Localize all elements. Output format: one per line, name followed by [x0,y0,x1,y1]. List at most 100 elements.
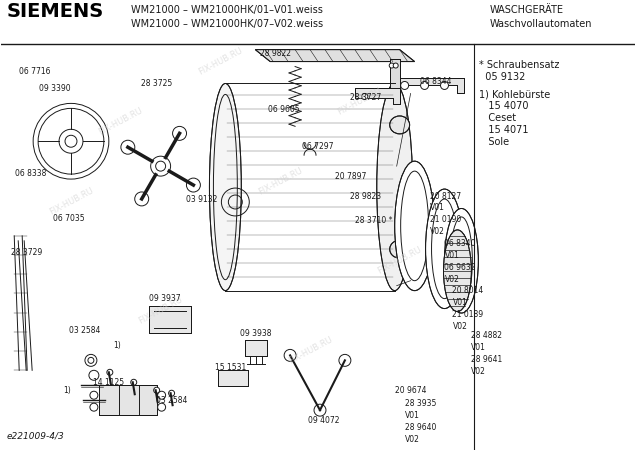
Text: FIX-HUB.RU: FIX-HUB.RU [197,46,244,77]
Text: 03 9132: 03 9132 [186,194,217,203]
Circle shape [154,387,160,393]
Ellipse shape [390,116,410,134]
Text: 09 3938: 09 3938 [240,329,272,338]
Ellipse shape [209,83,241,291]
Circle shape [158,403,165,411]
Circle shape [401,81,409,90]
Text: FIX-HUB.RU: FIX-HUB.RU [137,295,184,326]
Text: V02: V02 [429,227,445,236]
Text: FIX-HUB.RU: FIX-HUB.RU [256,166,304,197]
Text: 28 9822: 28 9822 [260,49,291,58]
Text: V01: V01 [471,343,487,352]
Text: 21 0190: 21 0190 [429,216,461,225]
Text: 06 7297: 06 7297 [302,142,333,151]
Text: 28 3725: 28 3725 [141,79,172,88]
Text: V01: V01 [404,411,420,420]
Text: 20 8127: 20 8127 [429,192,460,201]
Text: 28 3935: 28 3935 [404,399,436,408]
Text: V02: V02 [452,322,467,331]
Text: 15 4071: 15 4071 [480,125,529,135]
Circle shape [90,403,98,411]
Text: 09 3937: 09 3937 [149,294,180,303]
Circle shape [362,94,368,99]
Circle shape [186,178,200,192]
Text: FIX-HUB.RU: FIX-HUB.RU [97,106,144,137]
Text: Ceset: Ceset [480,113,516,123]
Text: 15 4070: 15 4070 [480,101,529,112]
Circle shape [131,379,137,385]
Text: 06 8340: 06 8340 [445,239,476,248]
Text: V01: V01 [445,251,459,260]
Text: 09 3390: 09 3390 [39,84,71,93]
Text: FIX-HUB.RU: FIX-HUB.RU [376,245,424,276]
Text: WM21000 – WM21000HK/07–V02.weiss: WM21000 – WM21000HK/07–V02.weiss [131,19,323,29]
Text: 06 7716: 06 7716 [19,67,51,76]
Text: FIX-HUB.RU: FIX-HUB.RU [286,335,334,366]
Ellipse shape [445,208,478,313]
Text: FIX-HUB.RU: FIX-HUB.RU [47,185,95,216]
Circle shape [420,81,429,90]
Polygon shape [99,385,156,415]
Circle shape [89,370,99,380]
Text: 03 2584: 03 2584 [69,326,100,335]
Polygon shape [355,89,399,104]
Text: 06 8344: 06 8344 [420,77,451,86]
Text: V02: V02 [404,435,420,444]
Text: V01: V01 [452,298,467,307]
Text: 15 1531: 15 1531 [216,363,247,372]
Text: 05 9132: 05 9132 [480,72,526,81]
Text: 28 9823: 28 9823 [350,192,381,201]
Ellipse shape [377,83,413,291]
Text: 28 4882: 28 4882 [471,331,502,340]
Circle shape [121,140,135,154]
Circle shape [135,192,149,206]
Text: 1) Kohlebürste: 1) Kohlebürste [480,90,551,99]
Circle shape [389,63,394,68]
Text: 1): 1) [63,386,71,395]
Circle shape [169,390,174,396]
Circle shape [393,63,398,68]
Circle shape [158,391,165,399]
Text: 28 3710 *: 28 3710 * [355,216,392,225]
Text: 20 9674: 20 9674 [395,386,426,395]
Text: 20 8014: 20 8014 [452,286,484,295]
Text: 28 9640: 28 9640 [404,423,436,432]
Text: 28 3729: 28 3729 [11,248,43,257]
Text: 21 0189: 21 0189 [452,310,483,319]
Text: V02: V02 [471,367,487,376]
Polygon shape [255,50,415,62]
Circle shape [441,81,448,90]
Text: WM21000 – WM21000HK/01–V01.weiss: WM21000 – WM21000HK/01–V01.weiss [131,5,322,15]
Polygon shape [390,78,464,94]
Circle shape [107,369,113,375]
Text: 14 1125: 14 1125 [93,378,124,387]
Text: 06 8338: 06 8338 [15,169,46,178]
Polygon shape [245,341,267,356]
Ellipse shape [395,161,434,291]
Text: e221009-4/3: e221009-4/3 [6,431,64,440]
Text: 1): 1) [113,341,121,350]
Ellipse shape [425,189,464,309]
Text: V02: V02 [445,275,459,284]
Text: WASCHGERÄTE: WASCHGERÄTE [489,5,563,15]
Circle shape [90,391,98,399]
Text: 06 7035: 06 7035 [53,215,85,224]
Polygon shape [390,58,399,89]
Text: 06 9632: 06 9632 [445,263,476,272]
Text: 28 9641: 28 9641 [471,355,502,364]
Polygon shape [218,370,248,386]
Text: V01: V01 [429,203,445,212]
Text: FIX-HUB.RU: FIX-HUB.RU [336,86,384,117]
Text: Sole: Sole [480,137,509,147]
Text: 20 7897: 20 7897 [335,171,366,180]
Polygon shape [149,306,191,333]
Text: 03 2584: 03 2584 [156,396,187,405]
Ellipse shape [390,240,410,258]
Text: 09 4072: 09 4072 [308,416,340,425]
Text: SIEMENS: SIEMENS [6,2,104,21]
Ellipse shape [443,230,471,311]
Text: 28 3727: 28 3727 [350,93,381,102]
Text: 06 9605: 06 9605 [268,105,300,114]
Text: * Schraubensatz: * Schraubensatz [480,59,560,70]
Circle shape [172,126,186,140]
